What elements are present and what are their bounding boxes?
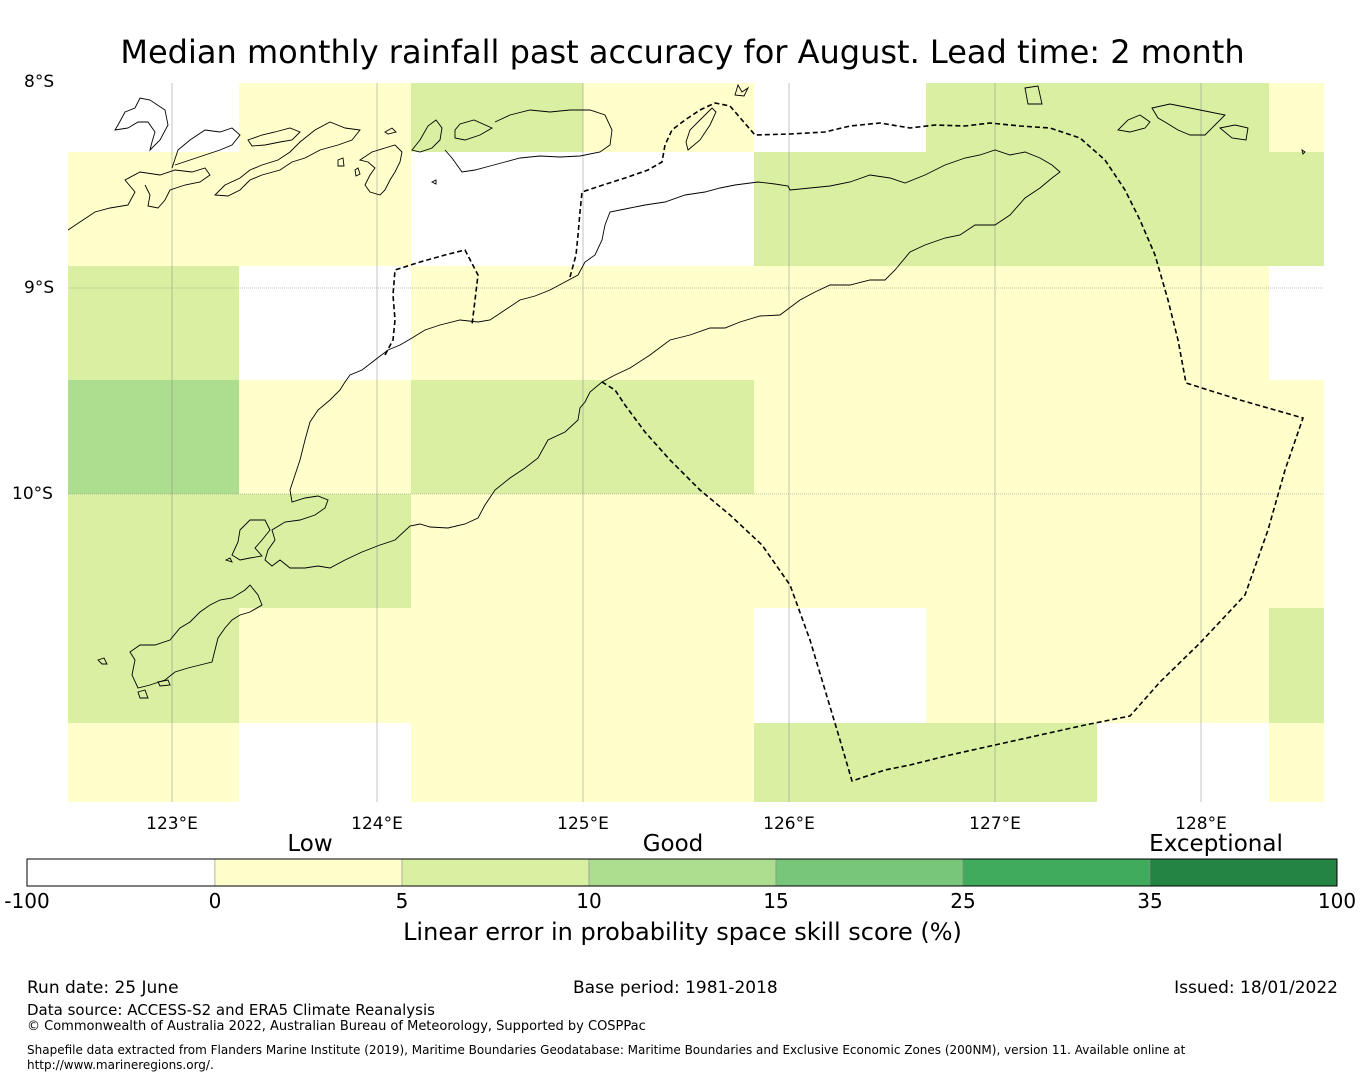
data-source: Data source: ACCESS-S2 and ERA5 Climate … <box>27 1001 435 1019</box>
grid-cell <box>1269 380 1324 494</box>
grid-cell <box>1097 152 1269 266</box>
grid-cell <box>754 723 926 802</box>
grid-cell <box>1269 494 1324 608</box>
copyright: © Commonwealth of Australia 2022, Austra… <box>27 1019 646 1034</box>
grid-cell <box>1269 266 1324 380</box>
shapefile-credit-line1: Shapefile data extracted from Flanders M… <box>27 1043 1186 1057</box>
grid-cell <box>1269 83 1324 152</box>
lon-label-127e: 127°E <box>969 814 1021 834</box>
grid-cell <box>68 608 239 723</box>
lon-label-124e: 124°E <box>351 814 403 834</box>
colorbar-frame <box>26 858 1338 887</box>
grid-cell <box>754 608 926 723</box>
grid-cell <box>411 608 583 723</box>
cb-tick-10: 10 <box>576 889 602 913</box>
grid-cell <box>926 608 1097 723</box>
grid-cell <box>68 83 239 152</box>
grid-cell <box>583 152 754 266</box>
category-low: Low <box>287 831 333 857</box>
colorbar-segment <box>26 858 216 887</box>
grid-cell <box>583 723 754 802</box>
grid-cell <box>411 494 583 608</box>
lon-label-125e: 125°E <box>557 814 609 834</box>
grid-cell <box>1097 608 1269 723</box>
issued-date: Issued: 18/01/2022 <box>1174 978 1338 998</box>
cb-tick-35: 35 <box>1137 889 1163 913</box>
grid-cell <box>1097 83 1269 152</box>
grid-cell <box>411 723 583 802</box>
grid-cell <box>583 266 754 380</box>
grid-cell <box>583 380 754 494</box>
grid-cell <box>68 152 239 266</box>
grid-cell <box>926 266 1097 380</box>
colorbar-segment <box>962 858 1151 887</box>
base-period: Base period: 1981-2018 <box>573 978 778 998</box>
lon-label-123e: 123°E <box>146 814 198 834</box>
grid-cell <box>239 83 411 152</box>
category-exceptional: Exceptional <box>1149 831 1283 857</box>
cb-tick-m100: -100 <box>4 889 50 913</box>
grid-cell <box>754 83 926 152</box>
grid-cell <box>68 266 239 380</box>
grid-cell <box>239 152 411 266</box>
grid-cell <box>583 608 754 723</box>
shapefile-credit-line2: http://www.marineregions.org/. <box>27 1058 214 1072</box>
cb-tick-0: 0 <box>208 889 222 913</box>
grid-cell <box>926 83 1097 152</box>
grid-cell <box>754 380 926 494</box>
coastline <box>67 83 1306 699</box>
colorbar-segment <box>401 858 590 887</box>
category-good: Good <box>642 831 704 857</box>
grid-cell <box>1097 380 1269 494</box>
grid-cell <box>926 723 1097 802</box>
grid-cell <box>754 152 926 266</box>
cb-tick-25: 25 <box>950 889 976 913</box>
grid-cell <box>926 494 1097 608</box>
grid-cell <box>68 494 239 608</box>
lon-label-128e: 128°E <box>1175 814 1227 834</box>
cb-tick-5: 5 <box>395 889 409 913</box>
grid-cell <box>239 380 411 494</box>
cb-tick-15: 15 <box>763 889 789 913</box>
grid-cell <box>926 152 1097 266</box>
grid-cell <box>411 152 583 266</box>
grid-cell <box>583 494 754 608</box>
grid-cell <box>1097 494 1269 608</box>
colorbar-segment <box>214 858 403 887</box>
graticule <box>68 83 1324 802</box>
grid-cell <box>1097 266 1269 380</box>
skill-grid <box>68 83 1324 802</box>
grid-cell <box>926 380 1097 494</box>
grid-cell <box>239 723 411 802</box>
grid-cell <box>1269 723 1324 802</box>
colorbar-segment <box>1149 858 1338 887</box>
cb-tick-100: 100 <box>1317 889 1357 913</box>
grid-cell <box>411 266 583 380</box>
lat-label-9s: 9°S <box>24 278 55 298</box>
colorbar-segment <box>588 858 777 887</box>
grid-cell <box>1269 152 1324 266</box>
lat-label-8s: 8°S <box>24 72 55 92</box>
grid-cell <box>239 266 411 380</box>
grid-cell <box>754 494 926 608</box>
colorbar-label: Linear error in probability space skill … <box>403 918 962 946</box>
run-date: Run date: 25 June <box>27 978 179 998</box>
grid-cell <box>68 723 239 802</box>
grid-cell <box>1269 608 1324 723</box>
grid-cell <box>68 380 239 494</box>
grid-cell <box>239 608 411 723</box>
grid-cell <box>1097 723 1269 802</box>
lat-label-10s: 10°S <box>12 484 53 504</box>
lon-label-126e: 126°E <box>763 814 815 834</box>
colorbar-segment <box>775 858 964 887</box>
map-title: Median monthly rainfall past accuracy fo… <box>120 33 1245 71</box>
grid-cell <box>583 83 754 152</box>
maritime-boundary <box>384 102 1305 783</box>
